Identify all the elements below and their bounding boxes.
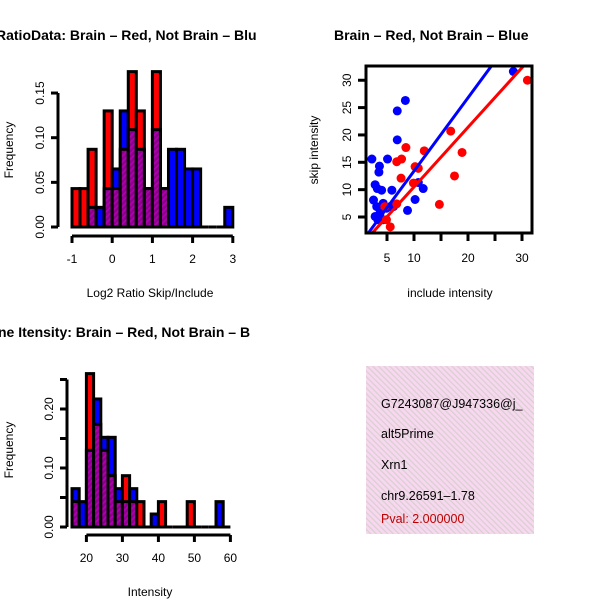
histogram-intensity-bars [70,372,231,529]
point-not-brain [392,135,402,145]
histogram-intensity-title: ne Itensity: Brain – Red, Not Brain – B [0,324,250,340]
bar-brain [156,500,168,529]
bar-not-brain [191,167,203,229]
histogram-intensity-xlabel: Intensity [128,585,173,599]
info-gene: Xrn1 [381,458,407,472]
point-brain [450,171,459,181]
info-location: chr9.26591–1.78 [381,489,475,503]
y-tick-label: 10 [340,183,354,197]
point-brain [401,143,411,153]
y-tick-label: 15 [340,155,354,169]
point-brain [385,222,395,232]
scatter-plot-box [364,64,534,235]
x-tick-label: 3 [229,252,236,266]
info-event-type: alt5Prime [381,427,434,441]
point-brain [522,75,532,85]
histogram-ratio: RatioData: Brain – Red, Not Brain – Blu … [0,27,257,300]
histogram-ratio-title: RatioData: Brain – Red, Not Brain – Blu [0,27,257,43]
x-tick-label: 20 [461,251,475,265]
scatter-ylabel: skip intensity [307,116,321,185]
y-tick-label: 20 [340,128,354,142]
x-tick-label: 0 [109,252,116,266]
x-tick-label: 60 [224,551,238,565]
scatter-axes: 5 10 20 30 5 10 15 20 25 30 [340,73,529,265]
histogram-ratio-bars [70,70,235,229]
y-tick-label: 0.10 [42,456,56,480]
y-tick-label: 30 [340,73,354,87]
y-tick-label: 0.10 [33,126,47,150]
histogram-intensity: ne Itensity: Brain – Red, Not Brain – B … [0,324,250,599]
bar-overlap [150,128,162,229]
histogram-ratio-ylabel: Frequency [2,122,16,179]
histogram-ratio-axes: -1 0 1 2 3 0.00 0.05 0.10 0.15 [33,81,236,266]
point-brain [396,173,406,183]
x-tick-label: 1 [149,252,156,266]
point-not-brain [367,154,377,164]
scatter-intensity: Brain – Red, Not Brain – Blue 5 10 20 30 5 10… [307,27,534,300]
scatter-marks [366,66,532,233]
y-tick-label: 0.05 [33,170,47,194]
bar-not-brain [223,205,235,229]
point-brain [434,199,444,209]
bar-brain [135,500,146,529]
point-not-brain [383,154,393,164]
bar-brain [185,500,196,529]
x-tick-label: 50 [188,551,202,565]
x-tick-label: 2 [189,252,196,266]
x-tick-label: 5 [384,251,391,265]
point-not-brain [403,205,413,215]
point-not-brain [374,167,384,177]
scatter-xlabel: include intensity [407,286,492,300]
x-tick-label: -1 [67,252,78,266]
info-pval: Pval: 2.000000 [381,512,464,526]
histogram-intensity-ylabel: Frequency [2,422,16,479]
info-panel-background [366,366,534,534]
y-tick-label: 0.15 [33,81,47,105]
point-brain [457,147,467,157]
y-tick-label: 5 [340,213,354,220]
info-panel: G7243087@J947336@j_ alt5Prime Xrn1 chr9.… [366,366,534,534]
point-not-brain [418,184,428,194]
fit-line-brain [370,66,526,233]
histogram-intensity-axes: 20 30 40 50 60 0.00 0.10 0.20 [42,378,238,565]
scatter-title: Brain – Red, Not Brain – Blue [334,27,529,43]
point-not-brain [387,185,397,195]
point-brain [397,154,407,164]
histogram-ratio-xlabel: Log2 Ratio Skip/Include [87,286,214,300]
y-tick-label: 25 [340,101,354,115]
info-event-id: G7243087@J947336@j_ [381,397,524,411]
y-tick-label: 0.00 [42,515,56,539]
point-not-brain [400,95,410,105]
x-tick-label: 10 [407,251,421,265]
bar-not-brain [214,500,225,529]
x-tick-label: 30 [116,551,130,565]
y-tick-label: 0.20 [42,397,56,421]
point-brain [446,126,456,136]
x-tick-label: 40 [152,551,166,565]
point-not-brain [410,194,420,204]
point-not-brain [377,185,387,195]
fit-line-not-brain [366,66,494,233]
x-tick-label: 20 [80,551,94,565]
x-tick-label: 30 [515,251,529,265]
y-tick-label: 0.00 [33,215,47,239]
point-not-brain [392,106,402,116]
